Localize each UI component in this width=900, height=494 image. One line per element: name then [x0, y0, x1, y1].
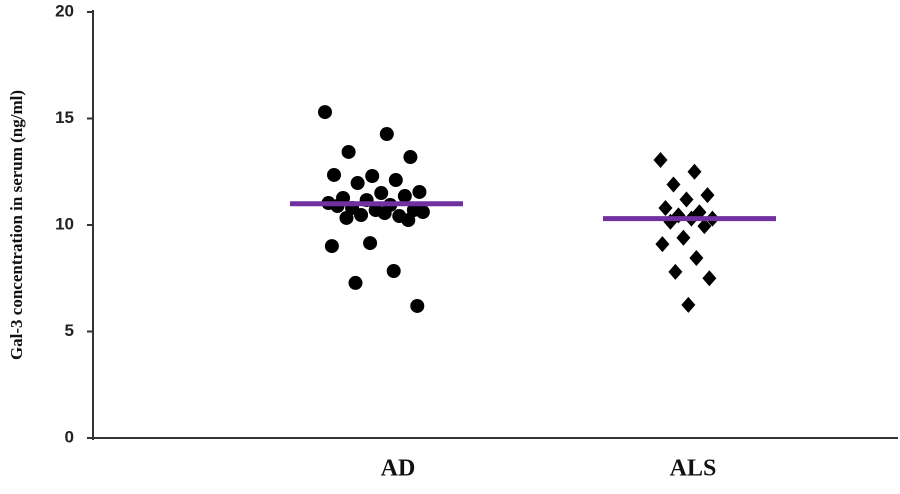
point	[702, 270, 717, 287]
y-tick-label: 5	[65, 321, 74, 340]
x-tick-label: ALS	[670, 456, 717, 482]
point	[401, 213, 416, 228]
point	[666, 176, 681, 193]
point	[324, 239, 339, 254]
point	[689, 250, 704, 267]
point	[341, 144, 356, 159]
y-tick-label: 0	[65, 427, 74, 446]
point	[327, 167, 342, 182]
point	[679, 191, 694, 208]
point	[397, 189, 412, 204]
x-tick-label: AD	[381, 456, 416, 482]
point	[374, 186, 389, 201]
point	[363, 236, 378, 251]
point	[377, 206, 392, 221]
point	[386, 264, 401, 279]
point	[676, 229, 691, 246]
point	[687, 163, 702, 180]
point	[681, 296, 696, 313]
y-tick-label: 20	[55, 1, 74, 20]
point	[697, 218, 712, 235]
point	[668, 263, 683, 280]
point	[415, 205, 430, 220]
point	[653, 152, 668, 169]
point	[350, 176, 365, 191]
y-tick-label: 15	[55, 108, 74, 127]
point	[412, 184, 427, 199]
y-axis-label: Gal-3 concentration in serum (ng/ml)	[7, 90, 26, 360]
point	[339, 210, 354, 225]
point	[410, 298, 425, 313]
point	[354, 207, 369, 222]
point	[318, 105, 332, 120]
point	[658, 199, 673, 216]
point	[403, 150, 418, 165]
point	[655, 236, 670, 253]
point	[365, 169, 380, 184]
point	[348, 275, 363, 290]
point	[388, 173, 403, 188]
point	[379, 127, 394, 142]
point	[700, 187, 715, 204]
y-tick-label: 10	[55, 214, 74, 233]
